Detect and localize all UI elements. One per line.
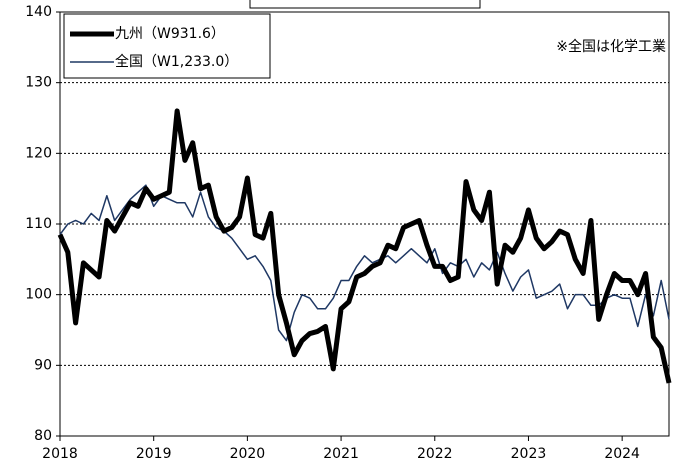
x-tick-label: 2022 <box>417 446 453 462</box>
x-tick-label: 2019 <box>136 446 172 462</box>
y-tick-label: 140 <box>25 4 52 20</box>
y-tick-label: 130 <box>25 75 52 91</box>
x-tick-label: 2018 <box>42 446 78 462</box>
x-tick-label: 2023 <box>511 446 547 462</box>
x-tick-label: 2024 <box>604 446 640 462</box>
legend-label: 全国（W1,233.0） <box>115 53 238 70</box>
legend-box <box>63 13 271 79</box>
annotation: ※全国は化学工業 <box>556 38 666 55</box>
legend-label: 九州（W931.6） <box>115 26 225 42</box>
x-tick-label: 2021 <box>323 446 359 462</box>
series-line <box>57 108 672 384</box>
y-tick-label: 80 <box>34 428 52 444</box>
y-tick-label: 120 <box>25 145 52 161</box>
y-tick-label: 100 <box>25 287 52 303</box>
x-tick-label: 2020 <box>230 446 266 462</box>
title-box <box>249 0 481 9</box>
y-tick-label: 110 <box>25 216 52 232</box>
plot-frame <box>59 11 670 437</box>
y-tick-label: 90 <box>34 357 52 373</box>
